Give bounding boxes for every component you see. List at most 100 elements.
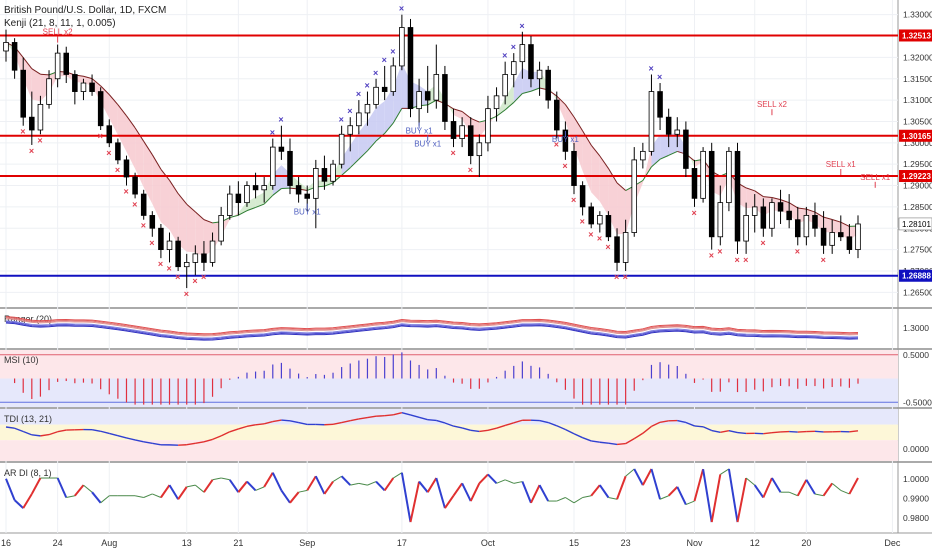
sell-marker: × <box>588 229 593 239</box>
sell-marker: × <box>98 131 103 141</box>
candle-body <box>683 129 689 169</box>
ardi-line-segment <box>633 468 644 486</box>
candle-body <box>183 262 190 268</box>
candle-body <box>20 69 26 118</box>
ardi-line-segment <box>152 493 162 498</box>
ardi-tick-label: 0.9900 <box>903 493 929 503</box>
ardi-line-segment <box>314 475 326 495</box>
price-tick-label: 1.32000 <box>903 52 932 62</box>
candle-body <box>708 150 715 238</box>
candle-body <box>786 210 792 221</box>
ardi-line-segment <box>822 482 834 497</box>
price-tick-label: 1.30500 <box>903 116 932 126</box>
sell-marker: × <box>20 127 25 137</box>
candle-body <box>252 185 259 191</box>
ribbon-slow-line <box>573 116 584 132</box>
sell-marker: × <box>691 208 696 218</box>
ribbon-slow-line <box>780 199 790 204</box>
tdi-line-segment <box>134 439 144 443</box>
ribbon-slow-line <box>384 122 394 134</box>
candle-body <box>726 150 732 204</box>
candle-body <box>166 240 173 251</box>
time-axis-label: Nov <box>686 538 703 548</box>
ardi-line-segment <box>367 481 377 486</box>
ribbon-slow-line <box>83 75 93 80</box>
ribbon-fill-segment <box>591 145 600 202</box>
ribbon-fill-segment <box>178 193 187 252</box>
tdi-line-segment <box>496 424 506 429</box>
tdi-line-segment <box>573 433 583 439</box>
ribbon-slow-line <box>470 117 480 123</box>
ribbon-fill-segment <box>496 98 506 117</box>
sell-marker: × <box>201 272 206 282</box>
ribbon-slow-line <box>599 155 609 169</box>
ardi-line-segment <box>435 477 446 509</box>
ribbon-slow-line <box>117 104 127 117</box>
ribbon-fill-segment <box>393 63 402 124</box>
tdi-line-segment <box>332 421 342 425</box>
buy-marker: × <box>364 81 369 91</box>
candle-body <box>674 129 681 135</box>
tdi-line-segment <box>504 422 514 427</box>
level-price-tag <box>899 170 932 183</box>
buy-marker: × <box>648 63 653 73</box>
tdi-line-segment <box>14 427 24 433</box>
ranger-band-line <box>5 322 859 341</box>
ribbon-fill-segment <box>255 192 265 208</box>
candle-body <box>226 193 233 216</box>
ribbon-slow-line <box>40 73 50 76</box>
candle-body <box>46 78 52 105</box>
ardi-line-segment <box>659 495 669 500</box>
candle-body <box>743 215 749 242</box>
ardi-line-segment <box>280 489 291 504</box>
ardi-line-segment <box>426 477 438 493</box>
time-axis-label: 15 <box>569 538 579 548</box>
ribbon-slow-line <box>324 182 334 187</box>
buy-marker: × <box>373 68 378 78</box>
signal-label: BUY x1 <box>406 126 434 135</box>
ardi-line-segment <box>350 482 359 486</box>
ranger-band-line <box>5 321 859 340</box>
ribbon-slow-line <box>659 154 669 160</box>
price-tick-label: 1.31500 <box>903 74 932 84</box>
ribbon-slow-line <box>392 108 403 124</box>
ribbon-fill-segment <box>642 146 652 184</box>
sell-marker: × <box>141 221 146 231</box>
ribbon-slow-line <box>668 151 678 156</box>
candle-body <box>622 232 629 263</box>
ardi-line-segment <box>608 497 618 500</box>
tdi-line-segment <box>427 418 437 422</box>
candle-body <box>571 150 577 186</box>
ardi-line-segment <box>168 484 179 500</box>
ardi-line-segment <box>74 484 85 497</box>
sell-marker: × <box>29 146 34 156</box>
ribbon-fill-segment <box>169 180 179 245</box>
candle-body <box>261 185 267 191</box>
tdi-line-segment <box>195 441 205 444</box>
time-axis-label: 24 <box>53 538 63 548</box>
ribbon-fill-segment <box>660 134 669 160</box>
ribbon-slow-line <box>341 167 351 176</box>
ribbon-slow-line <box>461 111 472 119</box>
tdi-line-segment <box>677 419 687 424</box>
tdi-line-segment <box>685 421 695 427</box>
candle-body <box>338 133 345 165</box>
ribbon-slow-line <box>203 219 213 224</box>
candle-body <box>820 227 827 246</box>
ribbon-slow-line <box>564 104 575 118</box>
tdi-line-segment <box>633 432 644 440</box>
buy-marker: × <box>382 55 387 65</box>
ribbon-slow-line <box>349 158 360 169</box>
tdi-line-segment <box>5 426 15 429</box>
ardi-line-segment <box>383 477 395 491</box>
ribbon-fill-segment <box>350 132 359 168</box>
ardi-line-segment <box>452 482 463 497</box>
ardi-line-segment <box>255 486 265 491</box>
time-axis-label: Sep <box>299 538 315 548</box>
candle-body <box>201 253 207 263</box>
sell-marker: × <box>605 242 610 252</box>
candle-body <box>313 168 319 199</box>
buy-marker: × <box>390 46 395 56</box>
tdi-line-segment <box>91 428 101 432</box>
